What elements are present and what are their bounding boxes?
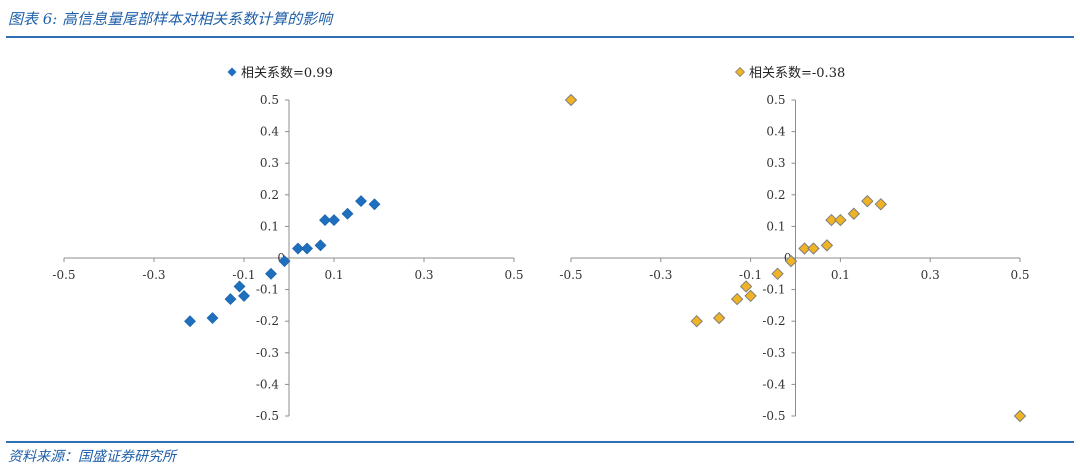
- scatter-chart-right: -0.5 -0.3 -0.1 0.1 0.3 0.5 0.5 0.4 0.3 0.2 0.1 0 -0.…: [559, 66, 1029, 423]
- y-tick-label: 0.2: [260, 188, 279, 202]
- y-tick-label: -0.3: [256, 346, 279, 360]
- data-point: [301, 242, 313, 255]
- y-tick-label: 0: [784, 251, 792, 265]
- data-point: [328, 214, 340, 227]
- data-point: [341, 207, 354, 220]
- y-tick-label: -0.4: [762, 377, 786, 391]
- y-tick-label: 0.2: [766, 188, 785, 202]
- data-point: [834, 213, 847, 227]
- data-point: [206, 312, 219, 324]
- data-point: [233, 280, 246, 293]
- data-point: [265, 267, 277, 280]
- x-tick-label: 0.3: [921, 268, 940, 282]
- y-tick-label: -0.1: [762, 283, 785, 297]
- source-note: 资料来源：国盛证券研究所: [8, 449, 176, 465]
- data-point: [690, 314, 703, 328]
- x-tick-label: 0.1: [324, 268, 343, 282]
- y-tick-label: 0.1: [766, 219, 785, 233]
- data-point: [771, 267, 784, 281]
- x-tick-label: -0.5: [559, 268, 582, 282]
- scatter-chart-left: -0.5 -0.3 -0.1 0.1 0.3 0.5 0.5 0.4 0.3 0.2 0.1 0 -0.…: [52, 66, 523, 423]
- y-tick-label: -0.3: [762, 346, 785, 360]
- x-tick-label: -0.1: [232, 268, 255, 282]
- data-point: [807, 242, 820, 255]
- legend-label: 相关系数=-0.38: [749, 66, 845, 81]
- data-point: [368, 198, 381, 211]
- y-tick-label: -0.5: [762, 409, 785, 423]
- data-point: [730, 292, 744, 306]
- data-point: [355, 195, 367, 208]
- x-tick-label: 0.3: [414, 268, 433, 282]
- y-tick-label: 0.4: [766, 125, 785, 139]
- legend-marker: [734, 66, 746, 78]
- data-point: [874, 198, 888, 211]
- y-tick-label: 0: [277, 251, 285, 265]
- y-tick-label: 0.3: [766, 156, 785, 170]
- data-point: [1013, 409, 1027, 423]
- x-tick-label: 0.5: [504, 268, 523, 282]
- x-tick-label: -0.3: [649, 268, 672, 282]
- bottom-rule: [6, 441, 1074, 443]
- y-tick-label: -0.5: [256, 409, 279, 423]
- x-tick-label: 0.5: [1010, 268, 1029, 282]
- data-point: [825, 213, 838, 227]
- y-tick-label: -0.2: [762, 314, 785, 328]
- data-point: [314, 239, 327, 252]
- data-point: [238, 289, 250, 302]
- x-tick-label: -0.3: [142, 268, 165, 282]
- y-tick-label: -0.1: [256, 283, 279, 297]
- y-tick-label: -0.2: [256, 314, 279, 328]
- data-point: [798, 242, 811, 255]
- top-rule: [6, 36, 1074, 38]
- y-tick-label: 0.3: [260, 156, 279, 170]
- data-point: [712, 311, 726, 325]
- data-point: [184, 315, 196, 328]
- figure-title: 图表 6: 高信息量尾部样本对相关系数计算的影响: [8, 10, 333, 28]
- data-point: [847, 207, 861, 220]
- data-point: [784, 254, 798, 268]
- y-tick-label: 0.5: [766, 93, 785, 107]
- y-tick-label: 0.5: [260, 93, 279, 107]
- y-tick-label: 0.1: [260, 219, 279, 233]
- x-tick-label: 0.1: [831, 268, 850, 282]
- data-point: [564, 93, 578, 107]
- legend-label: 相关系数=0.99: [241, 66, 333, 81]
- data-point: [319, 214, 331, 227]
- data-point: [292, 242, 304, 255]
- y-tick-label: 0.4: [260, 125, 279, 139]
- data-point: [278, 255, 291, 268]
- x-tick-label: -0.5: [52, 268, 75, 282]
- data-point: [820, 239, 834, 252]
- x-tick-label: -0.1: [739, 268, 762, 282]
- data-point: [861, 194, 874, 208]
- data-point: [739, 280, 753, 293]
- data-point: [224, 293, 237, 306]
- y-tick-label: -0.4: [256, 377, 280, 391]
- data-point: [744, 289, 757, 303]
- legend-marker: [227, 67, 237, 77]
